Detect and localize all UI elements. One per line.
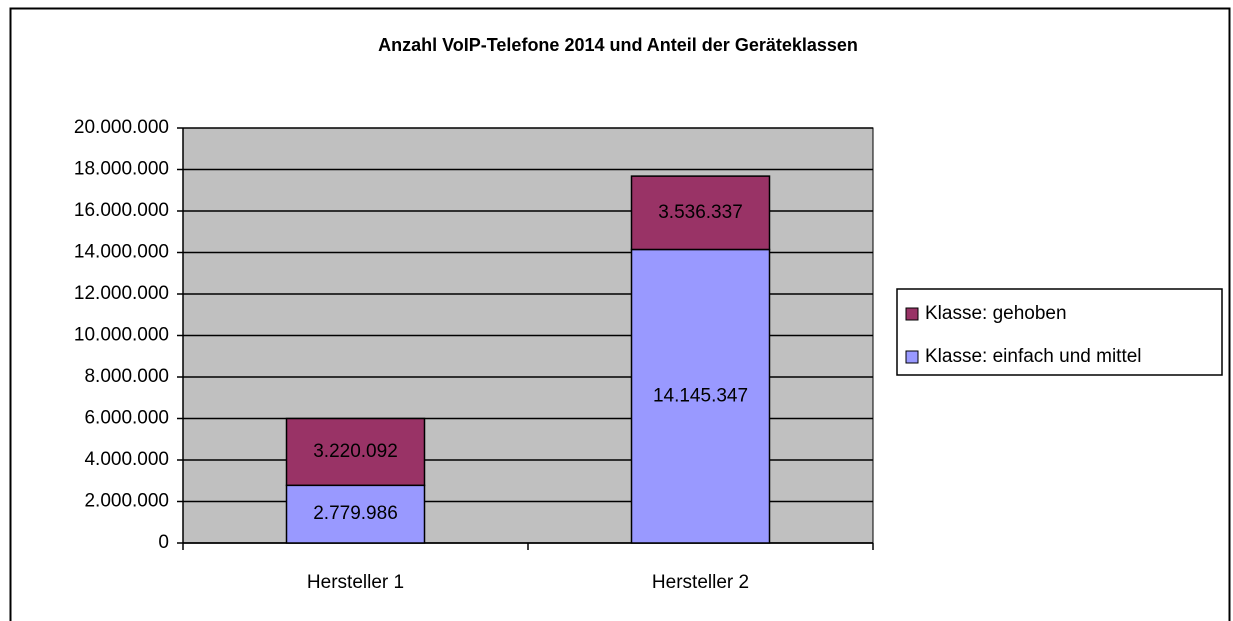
bar-segment <box>285 417 426 487</box>
legend-label: Klasse: gehoben <box>925 303 1067 324</box>
data-label: 14.145.347 <box>653 385 748 406</box>
y-tick-label: 2.000.000 <box>84 491 169 512</box>
legend-swatch <box>905 350 919 364</box>
chart-border <box>9 7 1231 621</box>
y-tick-label: 16.000.000 <box>74 200 169 221</box>
data-label: 3.536.337 <box>658 202 743 223</box>
y-tick-label: 12.000.000 <box>74 283 169 304</box>
bar-segment <box>630 175 771 251</box>
data-label: 2.779.986 <box>313 503 398 524</box>
x-tick-label: Hersteller 1 <box>307 572 404 593</box>
legend-label: Klasse: einfach und mittel <box>925 346 1142 367</box>
y-tick-label: 8.000.000 <box>84 366 169 387</box>
y-tick-label: 6.000.000 <box>84 408 169 429</box>
y-tick-label: 20.000.000 <box>74 117 169 138</box>
y-tick-label: 10.000.000 <box>74 325 169 346</box>
legend-swatch <box>905 307 919 321</box>
y-tick-label: 14.000.000 <box>74 242 169 263</box>
chart-title: Anzahl VoIP-Telefone 2014 und Anteil der… <box>378 35 858 55</box>
bar-segment <box>285 484 426 544</box>
y-tick-label: 0 <box>158 532 169 553</box>
legend-box <box>896 288 1223 376</box>
y-tick-label: 18.000.000 <box>74 159 169 180</box>
x-tick-label: Hersteller 2 <box>652 572 749 593</box>
y-tick-label: 4.000.000 <box>84 449 169 470</box>
data-label: 3.220.092 <box>313 441 398 462</box>
